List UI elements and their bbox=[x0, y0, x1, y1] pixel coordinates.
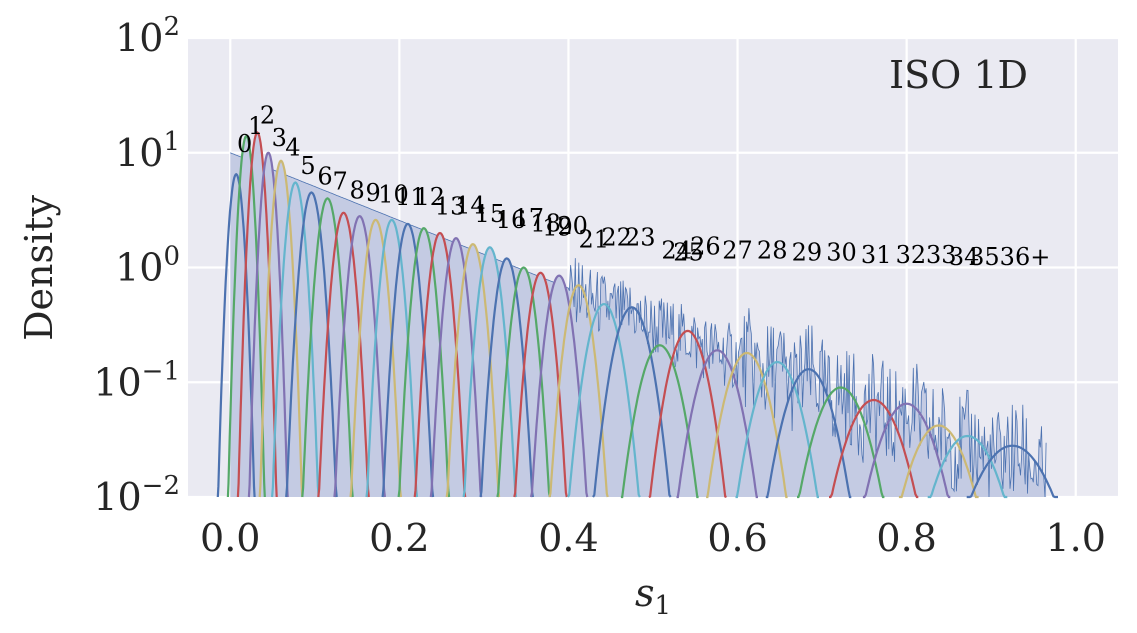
x-tick-label: 0.4 bbox=[538, 516, 598, 560]
x-axis-label-main: s bbox=[635, 571, 655, 615]
peak-curve-11 bbox=[365, 218, 419, 498]
peak-label: 14 bbox=[455, 192, 486, 220]
peak-curve-25 bbox=[620, 344, 699, 499]
peak-label: 13 bbox=[435, 192, 466, 220]
peak-curve-29 bbox=[735, 360, 819, 499]
peak-label: 36+ bbox=[1000, 243, 1051, 271]
peak-curve-22 bbox=[548, 284, 609, 498]
peak-label: 27 bbox=[722, 236, 753, 264]
peak-curve-10 bbox=[349, 218, 402, 498]
x-tick-label: 0.8 bbox=[876, 516, 936, 560]
peak-curve-24 bbox=[592, 306, 672, 498]
x-tick-label: 0.6 bbox=[707, 516, 767, 560]
peak-label: 17 bbox=[513, 204, 544, 232]
peak-label: 34 bbox=[949, 243, 980, 271]
peak-curves bbox=[216, 131, 1058, 499]
peak-label: 24 bbox=[661, 236, 692, 264]
peak-label: 6 bbox=[317, 162, 332, 190]
peak-label: 12 bbox=[415, 183, 446, 211]
peak-curve-31 bbox=[797, 386, 885, 499]
peak-label: 10 bbox=[378, 180, 409, 208]
peak-curve-32 bbox=[829, 398, 919, 499]
peak-curve-9 bbox=[333, 215, 386, 498]
peak-curve-2 bbox=[236, 131, 278, 498]
peak-curve-1 bbox=[226, 134, 266, 498]
x-tick-label: 0.2 bbox=[369, 516, 429, 560]
peak-label: 5 bbox=[300, 152, 315, 180]
peak-curve-8 bbox=[317, 211, 370, 498]
peak-label: 35 bbox=[969, 243, 1000, 271]
x-axis-label-subscript: 1 bbox=[654, 591, 671, 621]
peak-label: 9 bbox=[366, 179, 381, 207]
peak-label: 29 bbox=[792, 239, 823, 267]
peak-label: 22 bbox=[601, 224, 632, 252]
x-tick-label: 1.0 bbox=[1046, 516, 1106, 560]
x-axis-label: s1 bbox=[635, 571, 671, 621]
peak-label: 7 bbox=[333, 167, 348, 195]
peak-label: 2 bbox=[260, 101, 275, 129]
peak-curve-36+ bbox=[966, 444, 1058, 499]
peak-label: 15 bbox=[475, 200, 506, 228]
y-tick-label: 10−2 bbox=[93, 471, 180, 519]
y-tick-label: 10−1 bbox=[93, 356, 180, 404]
peak-label: 3 bbox=[272, 124, 287, 152]
peak-label: 23 bbox=[625, 224, 656, 252]
peak-curve-21 bbox=[529, 274, 589, 498]
peak-label: 1 bbox=[248, 112, 263, 140]
peak-curve-35 bbox=[927, 434, 1008, 499]
y-tick-labels: 10−2 10−1 100 101 102 bbox=[93, 12, 180, 519]
peak-label: 30 bbox=[826, 239, 857, 267]
peak-curve-20 bbox=[513, 271, 568, 498]
peak-curve-28 bbox=[706, 351, 788, 499]
peak-label: 20 bbox=[557, 212, 588, 240]
peak-label: 16 bbox=[496, 206, 527, 234]
peak-label: 26 bbox=[690, 232, 721, 260]
y-axis-label: Density bbox=[17, 195, 61, 341]
peak-curve-30 bbox=[765, 368, 852, 499]
y-tick-label: 100 bbox=[115, 242, 180, 290]
peak-label: 33 bbox=[926, 241, 957, 269]
y-tick-label: 101 bbox=[115, 127, 180, 175]
peak-curve-26 bbox=[648, 329, 727, 499]
peak-curve-34 bbox=[898, 424, 979, 499]
x-tick-labels: 0.0 0.2 0.4 0.6 0.8 1.0 bbox=[200, 516, 1106, 560]
peak-label: 21 bbox=[579, 225, 610, 253]
peak-curve-23 bbox=[567, 302, 641, 498]
y-tick-label: 102 bbox=[115, 12, 180, 60]
chart-annotation: ISO 1D bbox=[889, 53, 1028, 97]
x-tick-label: 0.0 bbox=[200, 516, 260, 560]
peak-label: 11 bbox=[395, 183, 426, 211]
peak-label: 0 bbox=[237, 130, 252, 158]
peak-label: 19 bbox=[542, 214, 573, 242]
histogram-outline bbox=[230, 132, 1047, 498]
peak-curve-0 bbox=[216, 172, 256, 498]
peak-curve-12 bbox=[381, 222, 435, 498]
peak-label: 18 bbox=[530, 210, 561, 238]
peak-curve-13 bbox=[397, 227, 451, 498]
peak-label: 32 bbox=[896, 241, 927, 269]
peak-curve-33 bbox=[862, 402, 951, 499]
peak-curve-27 bbox=[676, 349, 758, 499]
peak-label: 25 bbox=[673, 239, 704, 267]
peak-label: 31 bbox=[861, 241, 892, 269]
peak-label: 8 bbox=[349, 176, 364, 204]
peak-label: 4 bbox=[285, 133, 300, 161]
peak-label: 28 bbox=[757, 236, 788, 264]
